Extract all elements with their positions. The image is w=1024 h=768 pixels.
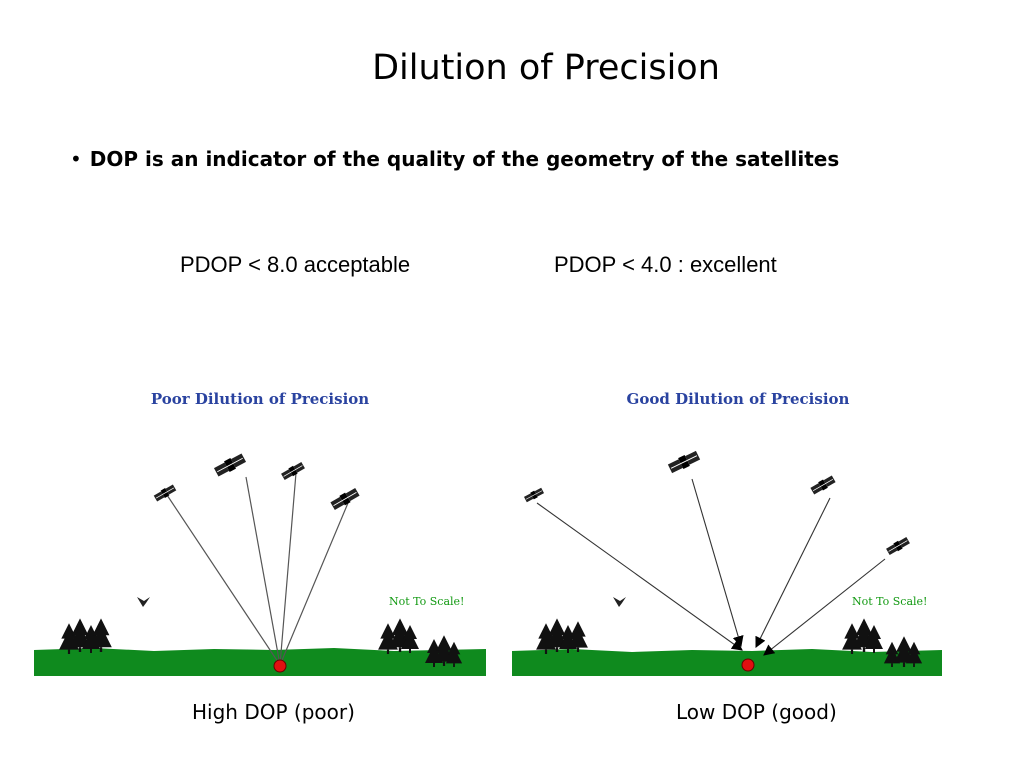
satellite-icon xyxy=(666,449,702,475)
pdop-excellent-text: PDOP < 4.0 : excellent xyxy=(554,252,777,277)
satellite-icon xyxy=(152,483,178,503)
ground xyxy=(34,648,486,676)
satellite-icon xyxy=(329,486,361,512)
good-dop-figure: Good Dilution of Precision Not To Scale! xyxy=(512,375,964,680)
satellite-icon xyxy=(212,451,248,479)
slide-title: Dilution of Precision xyxy=(372,48,720,88)
low-dop-caption: Low DOP (good) xyxy=(676,700,837,724)
good-dop-title: Good Dilution of Precision xyxy=(626,390,850,408)
satellite-icon xyxy=(809,474,837,496)
satellite-icon xyxy=(523,486,545,504)
signal-lines xyxy=(166,472,349,666)
satellite-icon xyxy=(885,535,911,557)
not-to-scale-note: Not To Scale! xyxy=(852,595,928,608)
poor-dop-illustration xyxy=(34,451,486,676)
bullet-text: DOP is an indicator of the quality of th… xyxy=(89,147,840,171)
receiver-icon xyxy=(273,659,287,673)
bullet-point: • DOP is an indicator of the quality of t… xyxy=(70,147,839,171)
poor-dop-figure: Poor Dilution of Precision Not To Scale! xyxy=(34,375,486,680)
pdop-acceptable-text: PDOP < 8.0 acceptable xyxy=(180,252,411,277)
receiver-icon xyxy=(741,658,755,672)
poor-dop-title: Poor Dilution of Precision xyxy=(150,390,370,408)
bullet-icon: • xyxy=(70,147,82,171)
satellite-icon xyxy=(280,460,306,482)
good-dop-illustration xyxy=(512,449,942,676)
tree-icon xyxy=(536,618,588,654)
high-dop-caption: High DOP (poor) xyxy=(192,700,355,724)
not-to-scale-note: Not To Scale! xyxy=(389,595,465,608)
bird-icon xyxy=(137,597,150,607)
ground xyxy=(512,649,942,676)
bird-icon xyxy=(613,597,626,607)
signal-lines xyxy=(536,478,886,656)
